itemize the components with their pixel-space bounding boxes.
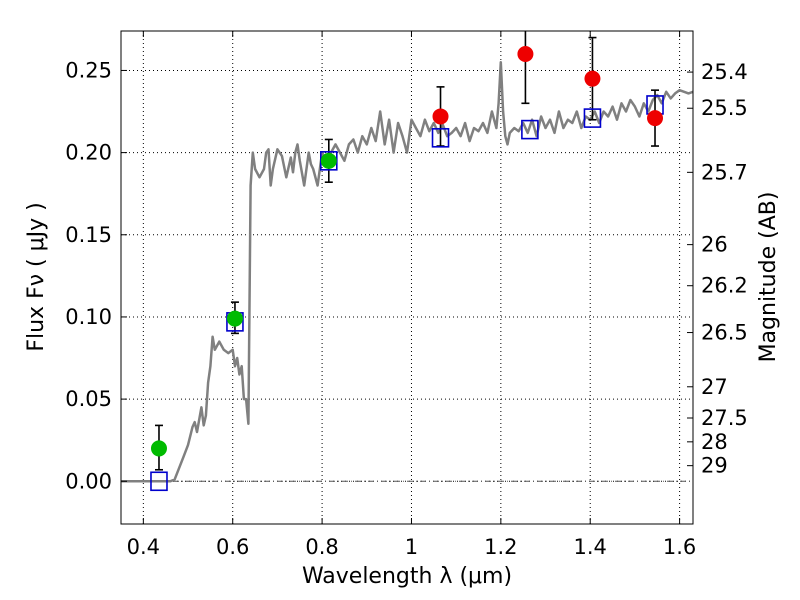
spectrum-line: [121, 60, 693, 483]
right-tick-label: 25.7: [701, 160, 748, 184]
x-tick-label: 1.4: [574, 535, 607, 559]
y-tick-label: 0.15: [65, 223, 112, 247]
y-tick-label: 0.20: [65, 141, 112, 165]
model-photometry-square: [583, 108, 602, 128]
model-photometry-square: [431, 128, 450, 148]
y-axis-label: Flux Fν ( μJy ): [24, 202, 49, 351]
x-tick-label: 0.8: [305, 535, 338, 559]
observed-point: [647, 110, 664, 127]
x-axis-label: Wavelength λ (μm): [302, 564, 512, 589]
plot-background: [121, 31, 693, 524]
y-tick-label: 0.25: [65, 58, 112, 82]
right-tick-label: 27.5: [701, 406, 748, 430]
x-tick-label: 1: [405, 535, 418, 559]
observed-point: [517, 46, 534, 63]
spectrum-layer: [121, 60, 693, 483]
right-tick-label: 27: [701, 375, 728, 399]
right-tick-label: 28: [701, 430, 728, 454]
y-tick-label: 0.05: [65, 387, 112, 411]
x-tick-label: 1.2: [484, 535, 517, 559]
x-tick-label: 1.6: [663, 535, 696, 559]
y-tick-label: 0.00: [65, 469, 112, 493]
observed-point: [226, 310, 243, 327]
right-tick-label: 26.5: [701, 321, 748, 345]
model-photometry-square: [150, 471, 168, 492]
x-tick-label: 0.6: [216, 535, 249, 559]
right-tick-label: 26.2: [701, 274, 748, 298]
observed-point: [432, 108, 449, 125]
marker-layer: [150, 46, 664, 492]
plot-frame: [120, 30, 694, 525]
y-tick-label: 0.10: [65, 305, 112, 329]
right-tick-label: 25.5: [701, 96, 748, 120]
observed-point: [320, 152, 337, 169]
observed-point: [150, 440, 167, 457]
right-tick-label: 29: [701, 454, 728, 478]
x-tick-label: 0.4: [127, 535, 160, 559]
y-axis-ticks: 0.00 0.05 0.10 0.15 0.20 0.25: [65, 58, 127, 493]
observed-point: [584, 70, 601, 87]
right-axis-label: Magnitude (AB): [756, 192, 781, 363]
right-tick-label: 25.4: [701, 60, 748, 84]
grid-lines: [121, 31, 693, 524]
x-axis-ticks: 0.4 0.6 0.8 1 1.2 1.4 1.6: [127, 31, 696, 559]
model-photometry-square: [521, 119, 539, 140]
right-tick-label: 26: [701, 233, 728, 257]
